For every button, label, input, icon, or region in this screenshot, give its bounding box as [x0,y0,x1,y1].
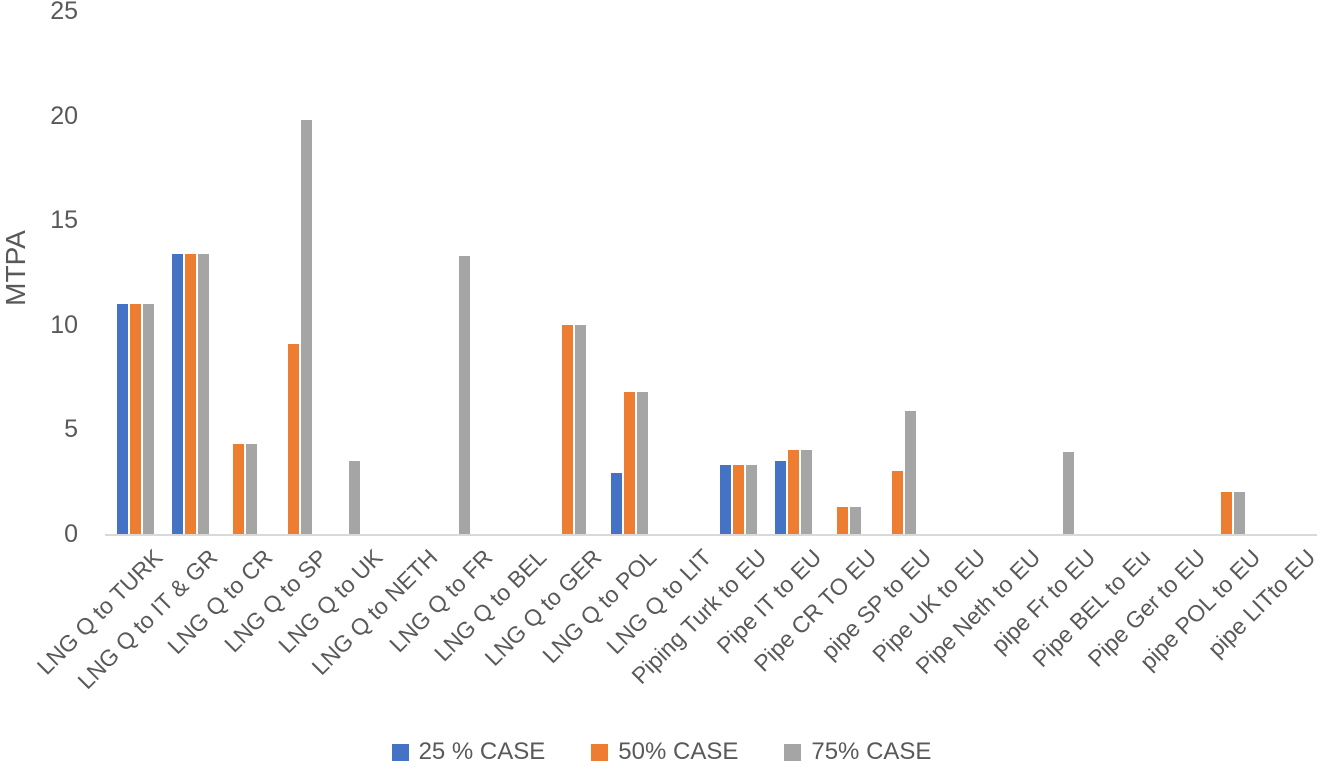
bar-25case [775,460,787,534]
legend-swatch-50-case [591,743,609,761]
bar-group [327,11,382,534]
legend-item-50-case: 50% CASE [591,738,738,766]
y-axis-title: MTPA [0,230,31,306]
y-tick-label: 15 [50,206,78,235]
y-tick-label: 5 [64,415,78,444]
y-tick-label: 25 [50,0,78,25]
bar-50case [129,303,141,534]
bar-group [1041,11,1096,534]
bar-group [931,11,986,534]
bar-50case [891,471,903,534]
legend-label-75-case: 75% CASE [811,738,932,765]
bar-50case [623,391,635,534]
bar-group [218,11,273,534]
y-tick-label: 10 [50,310,78,339]
y-tick-label: 20 [50,101,78,130]
bar-50case [184,253,196,534]
bar-50case [562,324,574,534]
bar-50case [233,444,245,534]
y-tick-label: 0 [64,520,78,548]
bar-group [108,11,163,534]
bar-group [821,11,876,534]
bar-group [986,11,1041,534]
bar-75case [349,460,361,534]
bar-group [1096,11,1151,534]
bar-group [492,11,547,534]
bar-25case [116,303,128,534]
bar-50case [788,450,800,534]
bar-group [876,11,931,534]
bar-group [382,11,437,534]
legend-swatch-75-case [784,743,802,761]
bar-75case [459,255,471,534]
bar-50case [288,343,299,534]
bar-75case [575,324,587,534]
bar-group [1260,11,1315,534]
bar-group [657,11,712,534]
bar-group [437,11,492,534]
bar-50case [733,464,745,534]
bar-75case [849,506,861,534]
bar-group [1150,11,1205,534]
legend: 25 % CASE 50% CASE 75% CASE [0,738,1323,766]
bar-75case [904,410,916,534]
bar-25case [171,253,183,534]
bar-50case [1220,492,1232,534]
bar-75case [636,391,648,534]
bar-50case [836,506,848,534]
legend-item-25-case: 25 % CASE [391,738,546,766]
bar-75case [142,303,154,534]
legend-label-50-case: 50% CASE [618,738,739,765]
legend-label-25-case: 25 % CASE [418,738,546,765]
bar-group [712,11,767,534]
bar-group [1205,11,1260,534]
bar-75case [197,253,209,534]
bar-75case [301,119,312,534]
bar-75case [746,464,758,534]
bar-75case [801,450,813,534]
legend-item-75-case: 75% CASE [784,738,931,766]
bar-group [602,11,657,534]
bar-25case [610,473,622,534]
bar-group [273,11,328,534]
bar-group [766,11,821,534]
bar-group [547,11,602,534]
bar-75case [1062,452,1074,534]
x-axis-line [105,534,1317,536]
bar-75case [246,444,258,534]
bar-25case [720,464,732,534]
bar-75case [1233,492,1245,534]
bar-group [163,11,218,534]
legend-swatch-25-case [391,743,409,761]
